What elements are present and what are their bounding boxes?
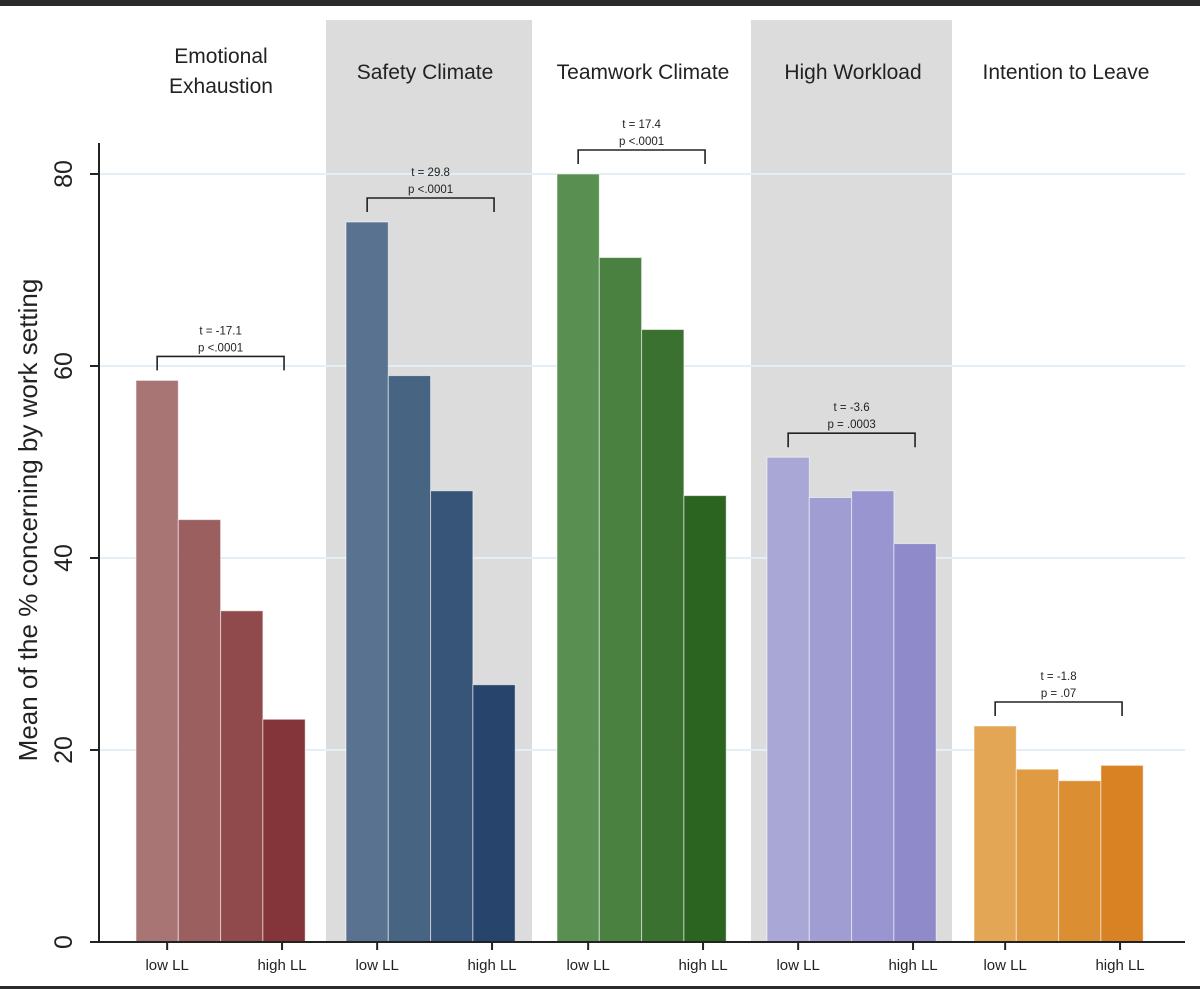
bar bbox=[683, 495, 727, 943]
y-tick-label: 0 bbox=[50, 935, 78, 949]
x-tick-label: high LL bbox=[257, 957, 306, 974]
group-title: Safety Climate bbox=[357, 61, 494, 84]
group-title: Intention to Leave bbox=[983, 61, 1150, 84]
y-tick-label: 80 bbox=[50, 160, 78, 188]
x-tick-label: low LL bbox=[355, 957, 398, 974]
group-title-line: Exhaustion bbox=[169, 75, 273, 98]
y-tick-label: 20 bbox=[50, 736, 78, 764]
window-top-border bbox=[0, 0, 1200, 6]
p-value-label: p <.0001 bbox=[408, 184, 453, 196]
bar bbox=[262, 718, 306, 943]
y-tick-label: 40 bbox=[50, 544, 78, 572]
p-value-label: p <.0001 bbox=[619, 136, 664, 148]
bar bbox=[430, 490, 474, 943]
bar bbox=[851, 490, 895, 943]
bar bbox=[893, 543, 937, 943]
group-titles: Emotional Exhaustion Safety Climate Teamwor… bbox=[169, 45, 1149, 98]
bars bbox=[135, 173, 1144, 943]
bar bbox=[973, 725, 1017, 943]
group-title-line: Emotional bbox=[174, 45, 267, 68]
group-title: Teamwork Climate bbox=[557, 61, 730, 84]
bar bbox=[177, 519, 222, 943]
t-statistic-label: t = 17.4 bbox=[622, 119, 661, 131]
bar bbox=[766, 456, 810, 943]
x-tick-label: low LL bbox=[145, 957, 188, 974]
bar bbox=[1058, 780, 1102, 943]
t-statistic-label: t = -3.6 bbox=[834, 402, 870, 414]
bar bbox=[135, 379, 179, 943]
bar bbox=[220, 610, 264, 943]
y-axis-label: Mean of the % concerning by work setting bbox=[13, 279, 43, 762]
y-axis-ticks: 0 20 40 60 80 bbox=[50, 160, 99, 949]
t-statistic-label: t = -17.1 bbox=[199, 325, 242, 337]
p-value-label: p = .0003 bbox=[827, 419, 875, 431]
t-statistic-label: t = -1.8 bbox=[1041, 671, 1077, 683]
significance-bracket bbox=[577, 149, 706, 164]
x-tick-label: high LL bbox=[678, 957, 727, 974]
x-tick-label: low LL bbox=[983, 957, 1026, 974]
x-tick-label: high LL bbox=[467, 957, 516, 974]
bar bbox=[556, 173, 600, 943]
significance-bracket bbox=[156, 355, 285, 371]
bar bbox=[345, 221, 389, 943]
bar bbox=[808, 497, 853, 943]
x-tick-label: high LL bbox=[888, 957, 937, 974]
bar bbox=[641, 329, 685, 943]
bar bbox=[1015, 768, 1060, 943]
window-bottom-border bbox=[0, 986, 1200, 989]
significance-bracket bbox=[787, 432, 916, 448]
bar bbox=[387, 375, 432, 943]
bar bbox=[1100, 764, 1144, 943]
p-value-label: p <.0001 bbox=[198, 342, 243, 354]
x-axis-ticks: low LL high LL low LL high LL low LL high LL l… bbox=[145, 943, 1145, 974]
bar bbox=[472, 684, 516, 943]
significance-annotations: t = -17.1 p <.0001 t = 29.8 p <.0001 t = 17.… bbox=[156, 119, 1123, 716]
group-title: High Workload bbox=[784, 61, 921, 84]
significance-bracket bbox=[366, 197, 495, 212]
p-value-label: p = .07 bbox=[1041, 688, 1077, 700]
x-tick-label: low LL bbox=[776, 957, 819, 974]
bar bbox=[598, 257, 643, 943]
significance-bracket bbox=[994, 701, 1123, 716]
x-tick-label: low LL bbox=[566, 957, 609, 974]
axes bbox=[98, 143, 1185, 943]
y-tick-label: 60 bbox=[50, 352, 78, 380]
x-tick-label: high LL bbox=[1095, 957, 1144, 974]
t-statistic-label: t = 29.8 bbox=[411, 167, 450, 179]
